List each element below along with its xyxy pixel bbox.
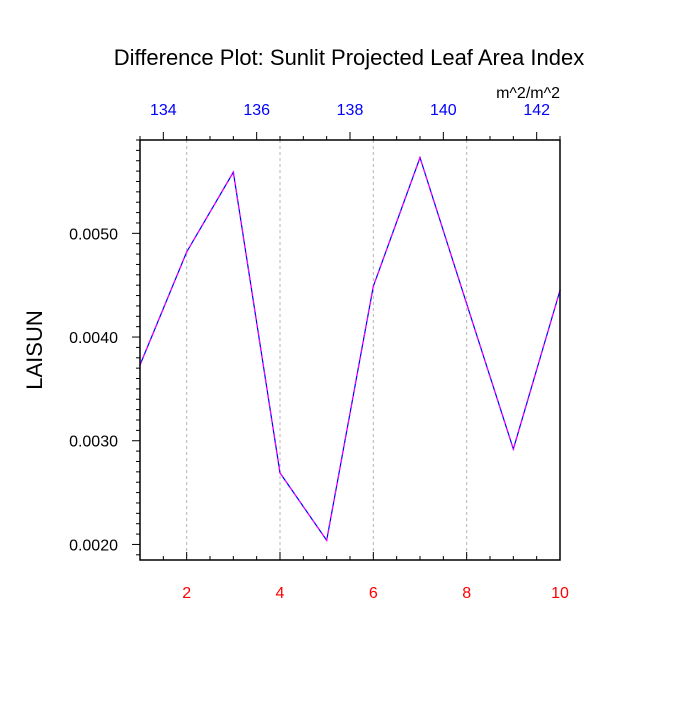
units-label: m^2/m^2 [496, 85, 560, 102]
data-point [279, 471, 281, 474]
y-tick-label: 0.0050 [69, 226, 118, 243]
top-tick-label: 136 [243, 102, 270, 119]
series-line-dash [139, 155, 561, 542]
axes: 2 4 6 8 10 134 136 138 140 142 0.0020 0.0030 0.0040 0… [69, 102, 569, 602]
y-tick-label: 0.0040 [69, 330, 118, 347]
data-point [512, 448, 515, 450]
x-tick-label: 2 [182, 585, 191, 602]
y-axis-title: LAISUN [22, 310, 47, 389]
x-tick-label: 4 [276, 585, 285, 602]
gridlines [186, 140, 468, 560]
data-point [185, 251, 188, 253]
y-tick-label: 0.0020 [69, 537, 118, 554]
top-tick-label: 138 [337, 102, 364, 119]
top-tick-label: 134 [150, 102, 177, 119]
top-tick-label: 142 [523, 102, 550, 119]
x-tick-label: 6 [369, 585, 378, 602]
x-tick-label: 8 [462, 585, 471, 602]
data-point [465, 302, 468, 305]
data-point [325, 539, 328, 542]
data-point [232, 171, 235, 174]
y-tick-label: 0.0030 [69, 434, 118, 451]
top-tick-label: 140 [430, 102, 457, 119]
data-point [372, 285, 375, 288]
data-point [419, 156, 421, 159]
series-line-base [139, 155, 561, 542]
x-tick-label: 10 [551, 585, 569, 602]
chart-title: Difference Plot: Sunlit Projected Leaf A… [114, 45, 584, 70]
plot-frame [139, 139, 561, 561]
series-layer [139, 155, 561, 542]
